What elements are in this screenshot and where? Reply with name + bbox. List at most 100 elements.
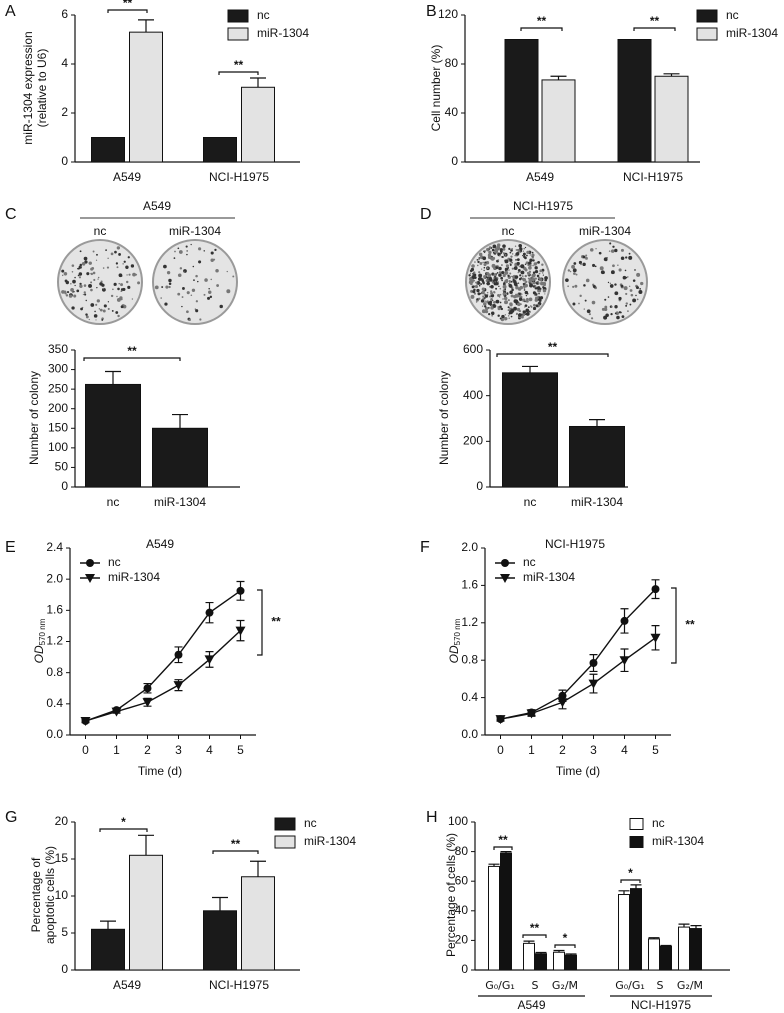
y-tick-label: 350 — [48, 342, 68, 356]
colony-dot — [510, 255, 513, 258]
colony-dot — [482, 297, 485, 300]
y-tick-label: 60 — [455, 873, 469, 887]
colony-dot — [97, 276, 100, 279]
colony-dot — [629, 289, 633, 292]
panel-letter: C — [5, 206, 17, 223]
colony-dot — [533, 262, 537, 266]
y-tick-label: 1.2 — [46, 634, 63, 648]
bar — [488, 865, 500, 971]
colony-dot — [198, 247, 202, 251]
error-bar — [630, 884, 642, 889]
colony-dot — [500, 264, 503, 266]
colony-dot — [607, 296, 610, 298]
y-tick-label: 0 — [461, 962, 468, 976]
colony-dot — [488, 250, 492, 255]
bar — [129, 31, 163, 163]
colony-dot — [81, 261, 86, 266]
colony-dot — [186, 291, 190, 295]
colony-dot — [125, 265, 129, 269]
colony-dot — [476, 288, 480, 293]
colony-dot — [529, 282, 531, 284]
colony-dot — [494, 249, 499, 254]
error-bar — [589, 419, 605, 427]
colony-dot — [522, 252, 526, 256]
colony-dot — [478, 257, 481, 259]
colony-dot — [94, 310, 96, 313]
colony-dot — [538, 272, 541, 275]
error-bar — [522, 365, 538, 373]
colony-dot — [526, 250, 530, 254]
panel-letter: B — [426, 3, 437, 20]
colony-dot — [500, 252, 502, 255]
colony-dot — [583, 284, 586, 287]
bar — [129, 854, 163, 971]
colony-dot — [517, 271, 520, 274]
colony-dot — [599, 266, 604, 271]
colony-dot — [574, 284, 578, 288]
legend-swatch — [274, 835, 296, 849]
colony-dot — [635, 294, 637, 297]
x-tick-label: NCI-H1975 — [209, 978, 269, 992]
colony-dot — [518, 313, 522, 317]
colony-dot — [627, 310, 629, 313]
colony-dot — [177, 292, 181, 296]
colony-dot — [636, 286, 639, 290]
error-bar — [663, 73, 680, 77]
x-tick-label: G₀/G₁ — [615, 979, 645, 992]
colony-dot — [472, 285, 475, 288]
colony-dot — [486, 281, 490, 286]
colony-dot — [95, 259, 98, 261]
colony-dot — [496, 272, 499, 274]
colony-dot — [483, 262, 487, 267]
y-tick-label: 0.8 — [46, 665, 63, 679]
colony-dot — [500, 307, 504, 311]
colony-dot — [507, 274, 510, 277]
colony-dot — [614, 248, 618, 253]
panel-letter: D — [420, 206, 432, 223]
y-tick-label: 300 — [48, 362, 68, 376]
colony-dot — [509, 302, 513, 306]
colony-dot — [536, 286, 541, 290]
colony-dot — [505, 264, 510, 268]
colony-dot — [76, 289, 80, 293]
bar — [678, 926, 690, 971]
significance-bracket — [671, 587, 677, 664]
bar — [553, 951, 565, 971]
colony-dot — [615, 311, 620, 315]
colony-dot — [490, 284, 494, 289]
colony-dot — [493, 305, 496, 308]
colony-dot — [526, 254, 528, 257]
colony-dot — [534, 266, 538, 270]
colony-dot — [527, 273, 530, 276]
y-tick-label: 2.4 — [46, 540, 63, 554]
point — [204, 655, 215, 665]
y-axis-title-main: OD — [32, 645, 46, 663]
colony-dot — [168, 282, 172, 286]
colony-dot — [497, 281, 499, 283]
colony-dot — [194, 308, 197, 310]
dish-label: miR-1304 — [579, 224, 631, 238]
colony-dot — [516, 258, 520, 262]
point — [174, 650, 183, 659]
colony-dot — [71, 306, 75, 310]
colony-dot — [526, 271, 530, 275]
colony-dot — [208, 290, 212, 294]
colony-dot — [68, 294, 73, 298]
colony-dot — [83, 291, 86, 294]
colony-dot — [86, 272, 90, 276]
colony-dot — [514, 245, 517, 247]
colony-dot — [528, 266, 532, 270]
colony-dot — [532, 271, 536, 274]
colony-dot — [74, 284, 76, 287]
colony-dot — [523, 247, 526, 250]
colony-dot — [532, 281, 536, 285]
error-bar — [138, 834, 154, 856]
colony-dot — [482, 261, 484, 264]
y-tick-label: 80 — [455, 844, 469, 858]
colony-dot — [127, 285, 131, 289]
colony-dot — [192, 265, 195, 268]
colony-dot — [112, 288, 114, 291]
colony-dot — [85, 299, 87, 302]
colony-dot — [510, 294, 514, 298]
colony-dot — [517, 248, 520, 252]
